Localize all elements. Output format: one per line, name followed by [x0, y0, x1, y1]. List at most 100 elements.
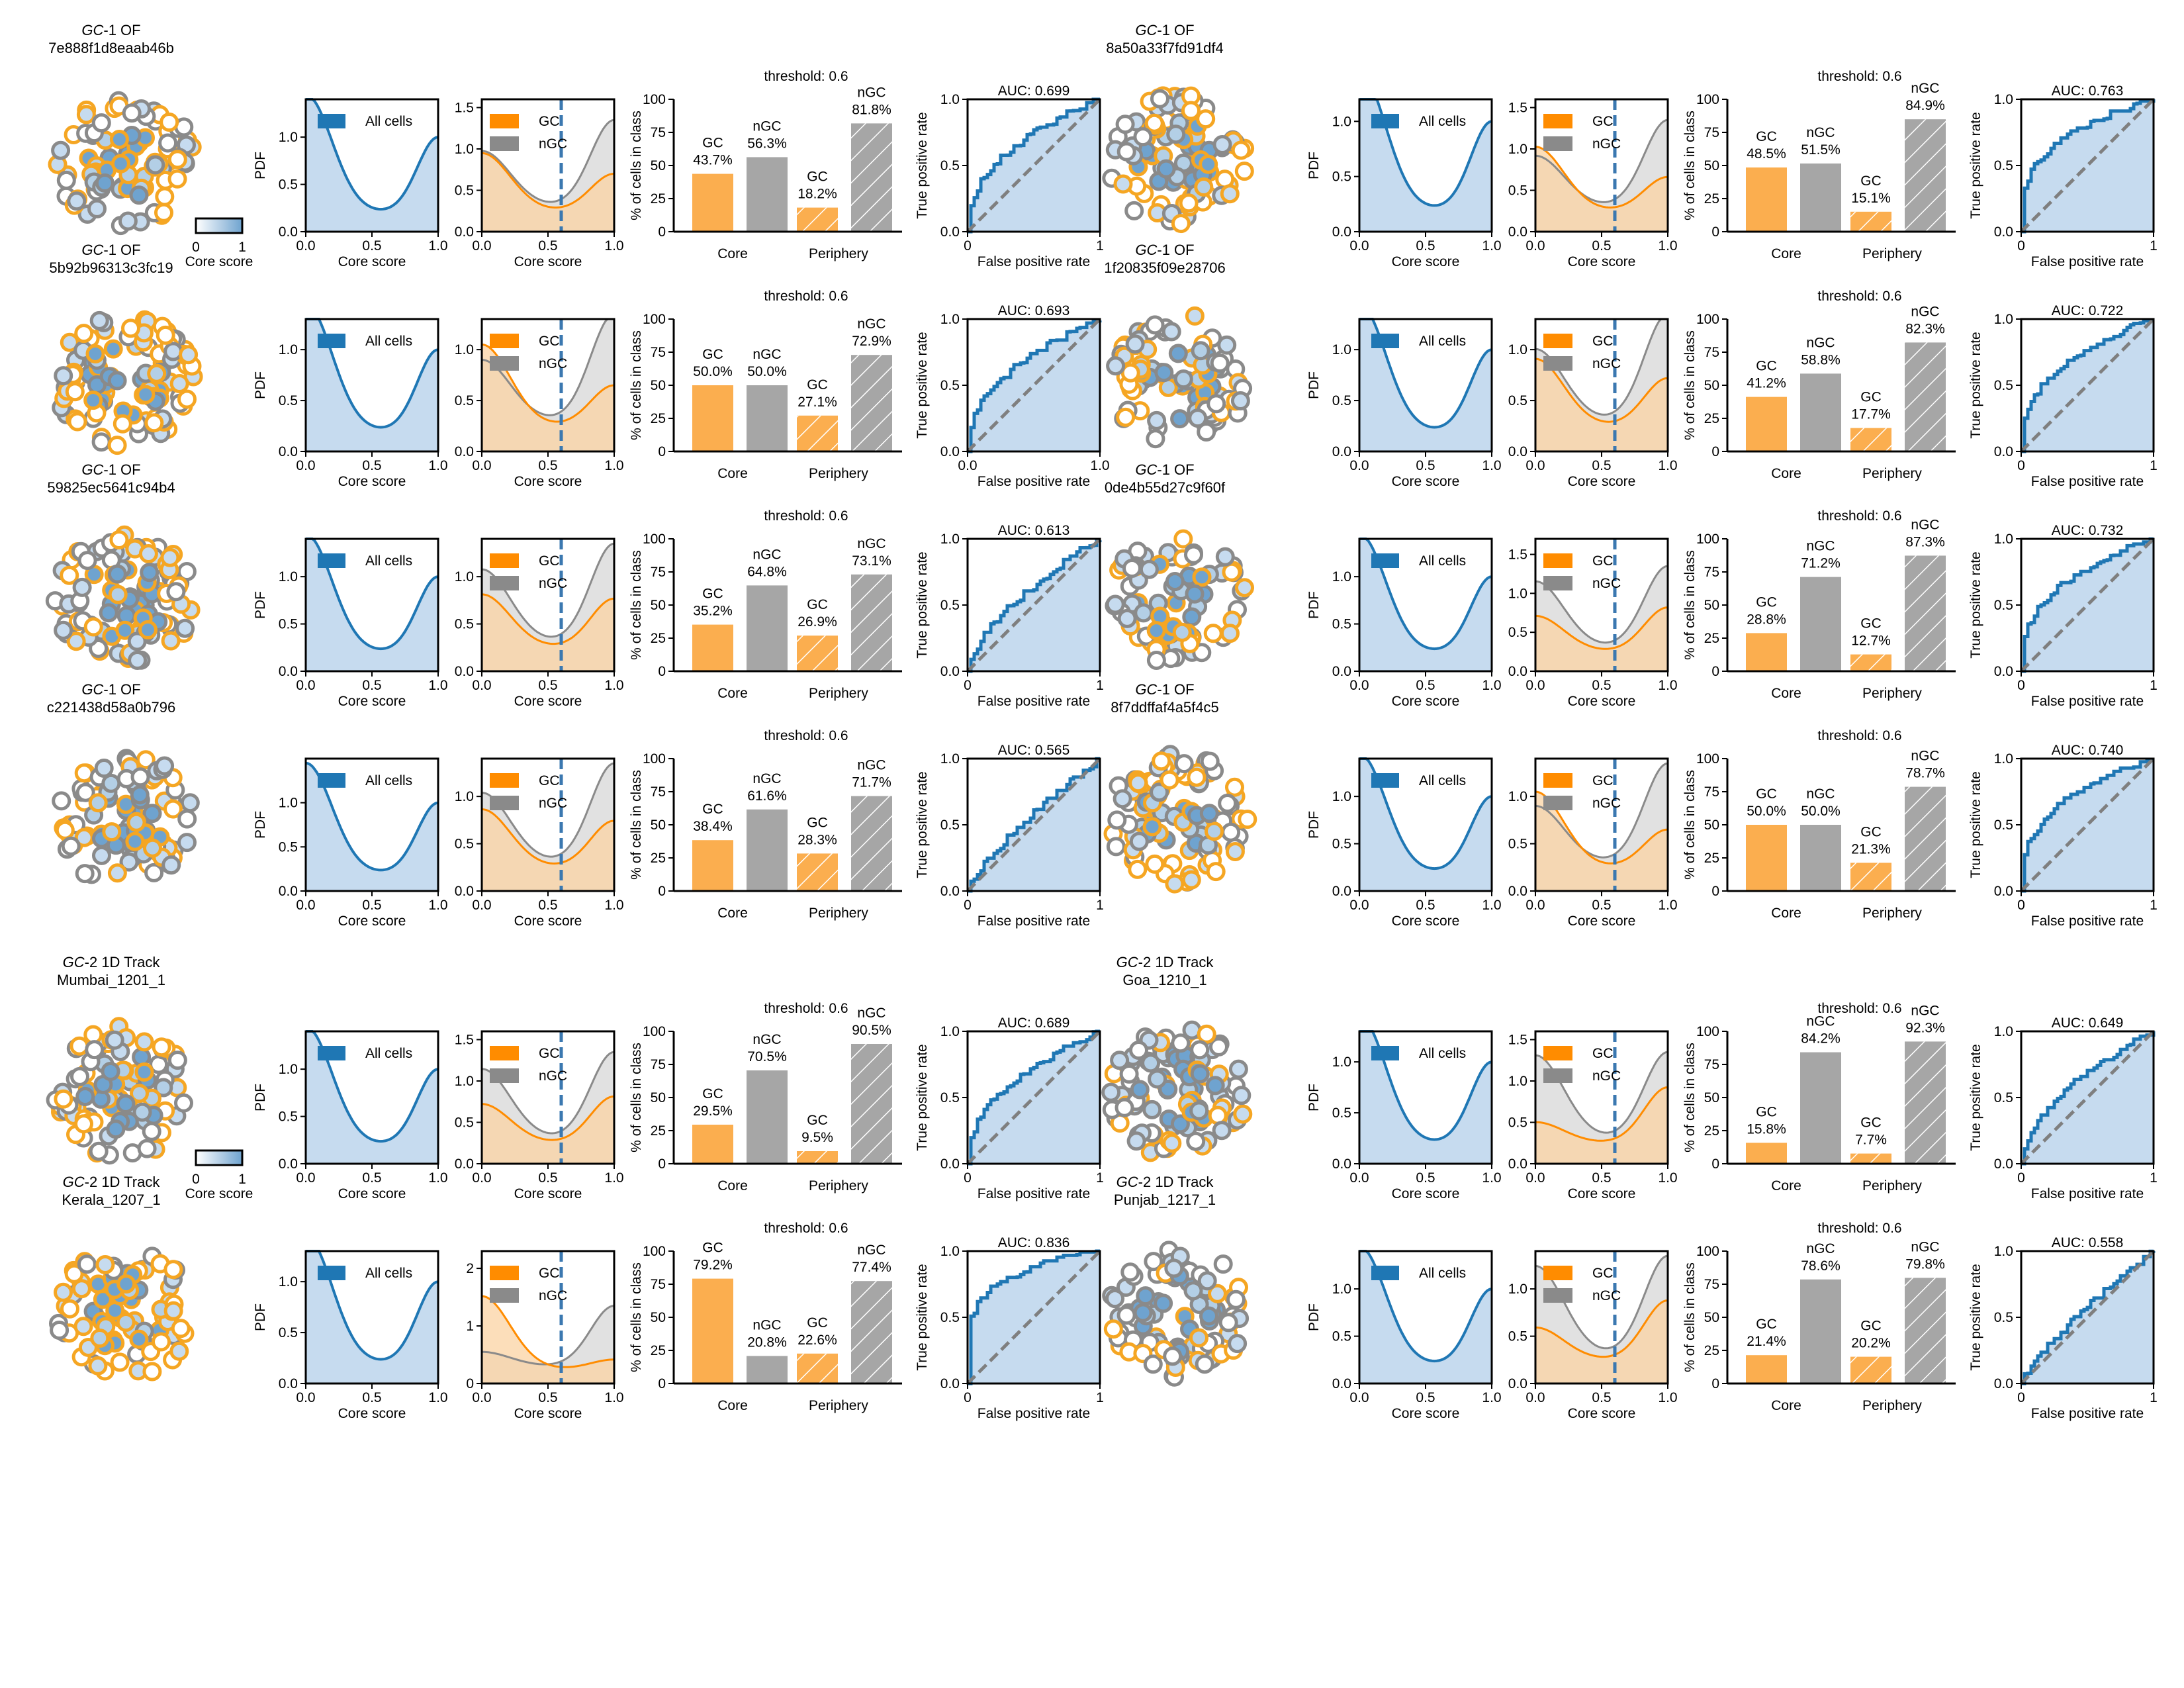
legend-swatch-ngc	[490, 1068, 519, 1083]
y-tick-label: 75	[1704, 784, 1719, 800]
cell-node	[56, 170, 76, 190]
y-tick-label: 0.0	[940, 664, 960, 679]
y-tick-label: 1.0	[1994, 312, 2013, 327]
bar-class-label: GC	[702, 347, 723, 362]
y-tick-label: 1.0	[1994, 1244, 2013, 1259]
pdf-area	[306, 539, 438, 671]
y-tick-label: 0.0	[1508, 1156, 1527, 1172]
y-tick-label: 1.0	[455, 342, 474, 357]
x-tick-label: 0.0	[296, 898, 315, 913]
bar-class-label: nGC	[857, 316, 886, 332]
x-tick-label: 1.0	[428, 1390, 447, 1405]
cell-node	[1183, 1281, 1203, 1301]
category-label-core: Core	[1771, 906, 1801, 921]
y-tick-label: 0.5	[1508, 1115, 1527, 1131]
x-tick-label: 0.5	[1592, 1170, 1611, 1186]
y-tick-label: 0	[1711, 444, 1719, 459]
cell-node	[138, 544, 158, 563]
y-tick-label: 1.0	[940, 312, 960, 327]
bar-core_ngc	[747, 809, 788, 891]
cell-node	[1181, 101, 1201, 120]
cell-node	[1212, 135, 1232, 154]
colorbar-tick-label: 1	[238, 1172, 246, 1187]
y-tick-label: 100	[643, 532, 666, 547]
cell-node	[65, 382, 85, 402]
auc-label: AUC: 0.693	[998, 303, 1070, 318]
cell-node	[94, 759, 114, 778]
legend-label-all-cells: All cells	[365, 114, 412, 129]
y-tick-label: 0.0	[455, 444, 474, 459]
bar-value-label: 81.8%	[852, 102, 891, 117]
y-tick-label: 50	[1704, 1310, 1719, 1325]
y-tick-label: 0.0	[940, 444, 960, 459]
x-tick-label: 0.0	[472, 458, 491, 473]
cell-node	[92, 845, 111, 865]
cell-node	[1162, 1133, 1182, 1153]
cell-node	[1206, 394, 1226, 414]
y-tick-label: 0.5	[279, 393, 298, 408]
cell-node	[51, 140, 71, 160]
cell-node	[128, 651, 148, 670]
pdf-gc-ngc: 0.0 0.5 1.0 1.5 0.0 0.5 1.0 Core score GC nGC	[1508, 98, 1678, 269]
cell-node	[1185, 584, 1205, 604]
roc-line	[2021, 318, 2154, 453]
category-label-core: Core	[1771, 1398, 1801, 1413]
pdf-curve	[306, 538, 439, 651]
pdf-gc-ngc: 0.0 0.5 1.0 0.0 0.5 1.0 Core score GC nGC	[455, 318, 624, 489]
cell-node	[1106, 356, 1126, 376]
gc-area	[482, 344, 614, 451]
x-tick-label: 1	[2150, 238, 2158, 254]
cell-node	[125, 831, 145, 851]
cell-node	[107, 863, 127, 883]
group-title: GC-1 OF	[1135, 461, 1194, 478]
auc-label: AUC: 0.836	[998, 1235, 1070, 1250]
cell-node	[116, 1274, 136, 1294]
pdf-curve	[1359, 538, 1492, 651]
cell-node	[1142, 1100, 1162, 1119]
y-tick-label: 75	[651, 784, 666, 800]
y-tick-label: 0.5	[940, 598, 960, 613]
bar-core_ngc	[747, 157, 788, 232]
cell-node	[177, 833, 197, 853]
y-axis-label: % of cells in class	[1682, 330, 1698, 440]
legend-swatch-ngc	[1543, 576, 1572, 590]
bar-core_ngc	[1800, 1279, 1841, 1383]
bar-core_gc	[692, 840, 733, 891]
legend-swatch-all-cells	[1371, 1046, 1399, 1060]
x-tick-label: 0.0	[472, 678, 491, 693]
cell-node	[88, 1356, 108, 1376]
cell-node	[1182, 607, 1202, 627]
cell-node	[163, 799, 183, 819]
y-tick-label: 100	[1696, 92, 1719, 107]
cell-node	[134, 1032, 154, 1052]
x-tick-label: 0.0	[296, 1390, 315, 1405]
pdf-area	[306, 1031, 438, 1164]
y-axis-label: True positive rate	[1968, 112, 1983, 218]
y-tick-label: 0	[1711, 224, 1719, 240]
cell-node	[88, 793, 108, 813]
bar-chart: GC 79.2% nGC 20.8% GC 22.6% nGC 77.4% 0 25 50 75 100…	[629, 1221, 902, 1413]
roc-line	[968, 539, 1102, 673]
colorbar-label: Core score	[185, 254, 253, 269]
y-tick-label: 0.0	[940, 224, 960, 240]
cell-node	[1210, 353, 1230, 373]
bar-core_ngc	[1800, 577, 1841, 671]
bar-chart: GC 35.2% nGC 64.8% GC 26.9% nGC 73.1% 0 25 50 75 100…	[629, 508, 902, 701]
cell-node	[83, 391, 103, 410]
bar-value-label: 43.7%	[693, 153, 733, 168]
cell-node	[1173, 369, 1193, 389]
threshold-title: threshold: 0.6	[764, 1221, 848, 1236]
y-tick-label: 1.0	[455, 789, 474, 804]
cell-node	[68, 412, 87, 432]
bar-chart: GC29.5%nGC70.5%GC9.5%nGC90.5%0255075100C…	[629, 1001, 902, 1194]
threshold-title: threshold: 0.6	[764, 728, 848, 743]
group-subtitle: 5b92b96313c3fc19	[49, 259, 173, 276]
cell-node	[155, 187, 175, 207]
cell-node	[1168, 344, 1188, 363]
y-tick-label: 100	[1696, 1244, 1719, 1259]
y-tick-label: 25	[1704, 411, 1719, 426]
bar-class-label: nGC	[752, 771, 781, 786]
